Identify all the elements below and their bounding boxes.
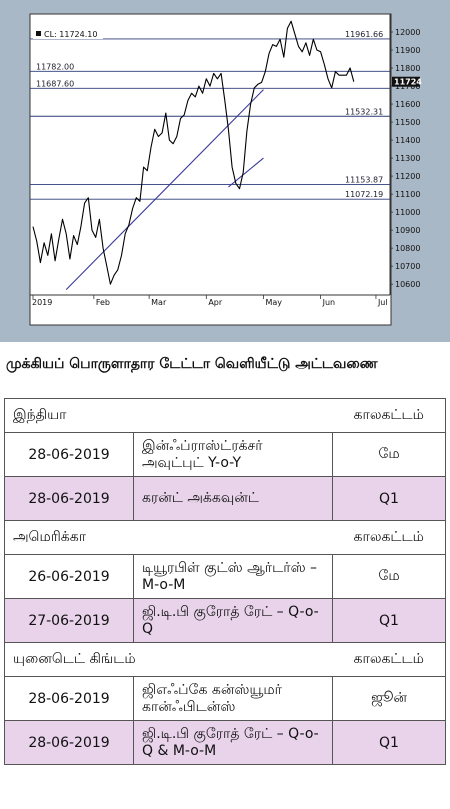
section-name: யுனைடெட் கிங்டம் [4, 642, 333, 677]
date-cell: 27-06-2019 [4, 598, 134, 643]
indicator-cell: கரன்ட் அக்கவுன்ட் [133, 476, 333, 521]
last-price-box [392, 76, 420, 87]
table-row: 28-06-2019 ஜி.டி.பி குரோத் ரேட் – Q-o-Q &… [4, 720, 446, 765]
table-row: 27-06-2019 ஜி.டி.பி குரோத் ரேட் – Q-o-Q Q1 [4, 598, 446, 643]
level-label: 11153.87 [345, 175, 383, 184]
x-tick-label: 2019 [32, 298, 52, 307]
period-header: காலகட்டம் [332, 642, 446, 677]
level-label: 11687.60 [36, 79, 74, 88]
x-tick-label: Apr [208, 298, 223, 307]
last-price-label: 11724 [394, 78, 422, 87]
y-tick-label: 11100 [395, 190, 420, 199]
x-tick-label: Feb [96, 298, 110, 307]
table-title: முக்கியப் பொருளாதார டேட்டா வெளியீட்டு அட… [6, 356, 378, 372]
table-row: 26-06-2019 டியூரபிள் குட்ஸ் ஆர்டர்ஸ் – M-… [4, 554, 446, 599]
section-header-row: இந்தியா காலகட்டம் [4, 398, 446, 433]
date-cell: 28-06-2019 [4, 676, 134, 721]
y-tick-label: 10600 [395, 280, 420, 289]
price-chart: 11961.66 11782.00 11687.60 11532.31 11153.87… [29, 13, 422, 326]
period-cell: Q1 [332, 476, 446, 521]
y-tick-label: 11500 [395, 118, 420, 127]
table-row: 28-06-2019 ஜிஎஃப்கே கன்ஸ்யூமர் கான்ஃபிடன்… [4, 676, 446, 721]
section-header-row: யுனைடெட் கிங்டம் காலகட்டம் [4, 642, 446, 677]
y-tick-label: 11300 [395, 154, 420, 163]
indicator-cell: இன்ஃப்ராஸ்ட்ரக்சர் அவுட்புட் Y-o-Y [133, 432, 333, 477]
indicator-cell: ஜி.டி.பி குரோத் ரேட் – Q-o-Q & M-o-M [133, 720, 333, 765]
level-label: 11532.31 [345, 107, 383, 116]
indicator-cell: ஜிஎஃப்கே கன்ஸ்யூமர் கான்ஃபிடன்ஸ் [133, 676, 333, 721]
date-cell: 28-06-2019 [4, 476, 134, 521]
economic-calendar-table: இந்தியா காலகட்டம் 28-06-2019 இன்ஃப்ராஸ்ட்ரக… [4, 398, 446, 765]
level-label: 11961.66 [345, 30, 383, 39]
indicator-cell: டியூரபிள் குட்ஸ் ஆர்டர்ஸ் – M-o-M [133, 554, 333, 599]
period-cell: Q1 [332, 720, 446, 765]
y-tick-label: 11400 [395, 136, 420, 145]
trendline [65, 89, 264, 290]
x-tick-label: Mar [151, 298, 167, 307]
y-tick-label: 10700 [395, 262, 420, 271]
y-tick-label: 11200 [395, 172, 420, 181]
y-tick-label: 11600 [395, 100, 420, 109]
level-label: 11782.00 [36, 62, 74, 71]
period-cell: மே [332, 432, 446, 477]
legend-box [33, 28, 103, 39]
chart-frame: 11961.66 11782.00 11687.60 11532.31 11153.87… [0, 0, 450, 342]
y-tick-label: 12000 [395, 28, 420, 37]
period-header: காலகட்டம் [332, 520, 446, 555]
price-series-line [32, 20, 355, 285]
date-cell: 26-06-2019 [4, 554, 134, 599]
section-name: அமெரிக்கா [4, 520, 333, 555]
x-tick-label: Jul [377, 298, 388, 307]
period-cell: ஜூன் [332, 676, 446, 721]
y-tick-label: 11800 [395, 64, 420, 73]
date-cell: 28-06-2019 [4, 720, 134, 765]
trendline [228, 157, 264, 188]
legend-text: CL: 11724.10 [44, 30, 97, 39]
period-header: காலகட்டம் [332, 398, 446, 433]
y-tick-label: 10800 [395, 244, 420, 253]
date-cell: 28-06-2019 [4, 432, 134, 477]
period-cell: மே [332, 554, 446, 599]
legend-swatch [36, 31, 41, 36]
y-tick-label: 11900 [395, 46, 420, 55]
table-row: 28-06-2019 இன்ஃப்ராஸ்ட்ரக்சர் அவுட்புட் Y… [4, 432, 446, 477]
section-header-row: அமெரிக்கா காலகட்டம் [4, 520, 446, 555]
x-tick-label: Jun [322, 298, 336, 307]
indicator-cell: ஜி.டி.பி குரோத் ரேட் – Q-o-Q [133, 598, 333, 643]
y-tick-label: 11000 [395, 208, 420, 217]
period-cell: Q1 [332, 598, 446, 643]
table-row: 28-06-2019 கரன்ட் அக்கவுன்ட் Q1 [4, 476, 446, 521]
section-name: இந்தியா [4, 398, 333, 433]
x-tick-label: May [265, 298, 282, 307]
level-label: 11072.19 [345, 190, 383, 199]
plot-background [29, 13, 392, 326]
y-tick-label: 10900 [395, 226, 420, 235]
